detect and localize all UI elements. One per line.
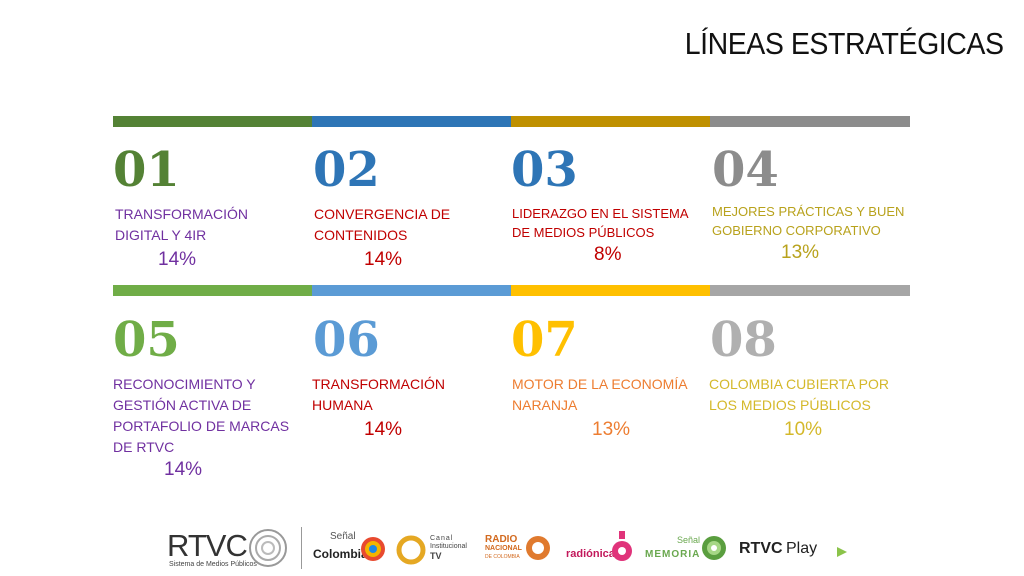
bar-02 [312,116,511,127]
item-02-number: 02 [313,142,380,198]
radio-nacional-line-2: NACIONAL [485,545,522,552]
item-07-label: MOTOR DE LA ECONOMÍA NARANJA [512,376,687,413]
item-07-number: 07 [511,312,578,368]
item-06-percent: 14% [364,419,403,440]
rtvc-logo-subtitle: Sistema de Medios Públicos [169,561,257,568]
item-02-label: CONVERGENCIA DE CONTENIDOS [314,206,451,243]
rtvc-play-text-2: Play [786,540,818,557]
item-06-number: 06 [313,312,380,368]
senal-colombia-bottom: Colombia [313,547,368,561]
radio-nacional-line-1: RADIO [485,534,518,545]
canal-line-1: Canal [430,535,454,542]
item-08-label: COLOMBIA CUBIERTA POR LOS MEDIOS PÚBLICO… [709,376,889,413]
radionica-icon [612,531,632,561]
canal-institucional-icon [396,535,426,565]
item-03-number: 03 [511,142,578,198]
senal-memoria-bottom: MEMORIA [645,549,701,560]
item-04-number: 04 [712,142,779,198]
play-triangle-icon [837,547,847,557]
bar-01 [113,116,312,127]
radio-nacional-icon [526,536,550,560]
item-04-percent: 13% [781,242,820,263]
radio-nacional-line-3: DE COLOMBIA [485,554,520,560]
item-07-percent: 13% [592,419,631,440]
item-05-label: RECONOCIMIENTO Y GESTIÓN ACTIVA DE PORTA… [113,376,290,455]
item-03-label: LIDERAZGO EN EL SISTEMA DE MEDIOS PÚBLIC… [512,206,688,240]
item-04-label: MEJORES PRÁCTICAS Y BUEN GOBIERNO CORPOR… [712,204,905,238]
item-03-percent: 8% [594,244,622,265]
bar-04 [710,116,910,127]
item-02-percent: 14% [364,249,403,270]
footer-logos: RTVC Sistema de Medios Públicos Señal Co… [0,525,1024,573]
senal-memoria-icon [702,536,726,560]
item-01-percent: 14% [158,249,197,270]
rtvc-logo-text: RTVC [167,528,248,563]
item-01-label: TRANSFORMACIÓN DIGITAL Y 4IR [115,206,248,243]
page-title: LÍNEAS ESTRATÉGICAS [685,26,1004,61]
bar-05 [113,285,312,296]
bar-03 [511,116,710,127]
item-08-percent: 10% [784,419,823,440]
senal-colombia-top: Señal [330,531,356,542]
item-01-number: 01 [113,142,180,198]
canal-line-2: Institucional [430,543,467,550]
rtvc-emblem-icon [249,529,287,567]
item-05-number: 05 [113,312,180,368]
rtvc-play-text-1: RTVC [739,540,783,557]
bar-08 [710,285,910,296]
bar-07 [511,285,710,296]
senal-memoria-top: Señal [677,535,701,545]
bar-06 [312,285,511,296]
item-05-percent: 14% [164,459,203,480]
radionica-text: radiónica [566,548,615,560]
item-08-number: 08 [710,312,777,368]
canal-line-3: TV [430,551,442,561]
footer-divider [301,527,302,569]
item-06-label: TRANSFORMACIÓN HUMANA [312,376,445,413]
senal-colombia-icon [361,537,385,561]
